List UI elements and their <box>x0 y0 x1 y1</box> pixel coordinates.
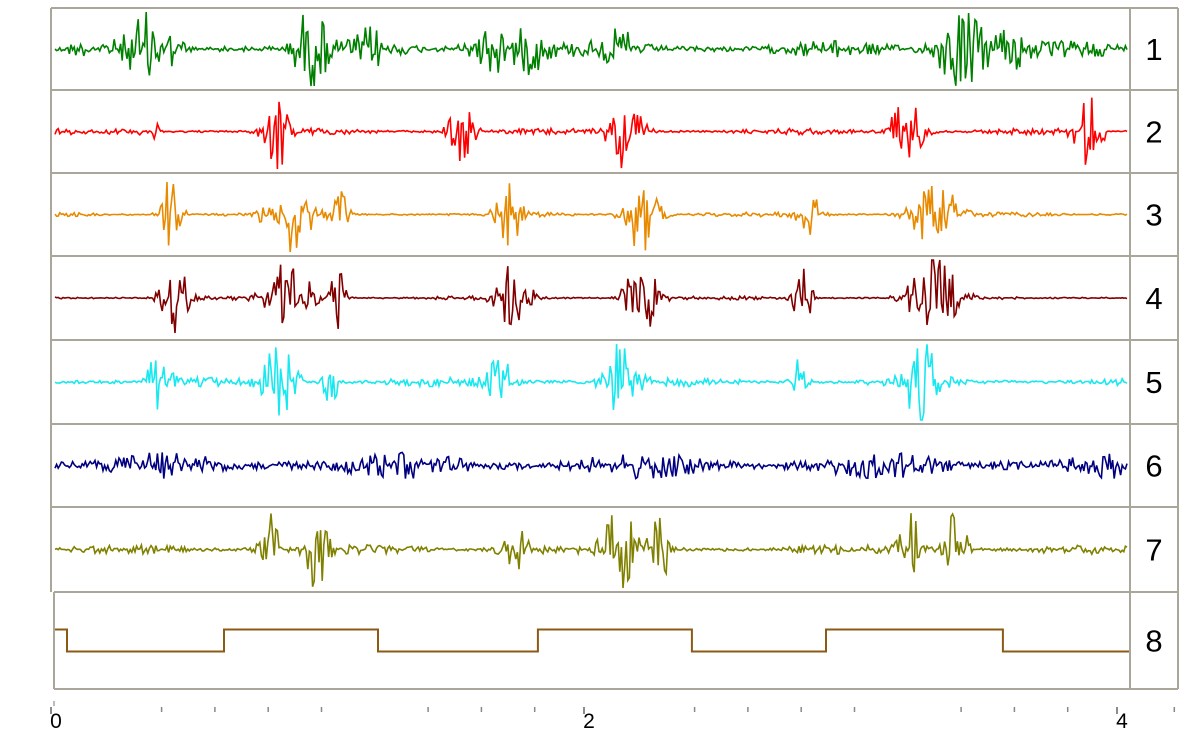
channel-label-1: 1 <box>1145 32 1162 67</box>
channel-label-2: 2 <box>1145 115 1162 150</box>
channel-label-7: 7 <box>1145 533 1162 568</box>
trace-channel-3 <box>54 181 1128 253</box>
channel-label-6: 6 <box>1145 449 1162 484</box>
trace-channel-6 <box>54 451 1128 480</box>
trace-channel-4 <box>54 259 1128 334</box>
trace-channel-7 <box>54 512 1128 589</box>
channel-label-5: 5 <box>1145 365 1162 400</box>
channel-label-3: 3 <box>1145 198 1162 233</box>
x-tick-label: 0 <box>50 710 62 733</box>
trace-channel-5 <box>54 344 1128 421</box>
trace-channel-1 <box>54 11 1128 87</box>
channel-label-8: 8 <box>1145 624 1162 659</box>
x-tick-label: 2 <box>583 710 595 733</box>
trace-channel-8 <box>55 628 1129 653</box>
x-tick-label: 4 <box>1116 710 1128 733</box>
trace-channel-2 <box>54 97 1128 170</box>
channel-label-4: 4 <box>1145 281 1162 316</box>
